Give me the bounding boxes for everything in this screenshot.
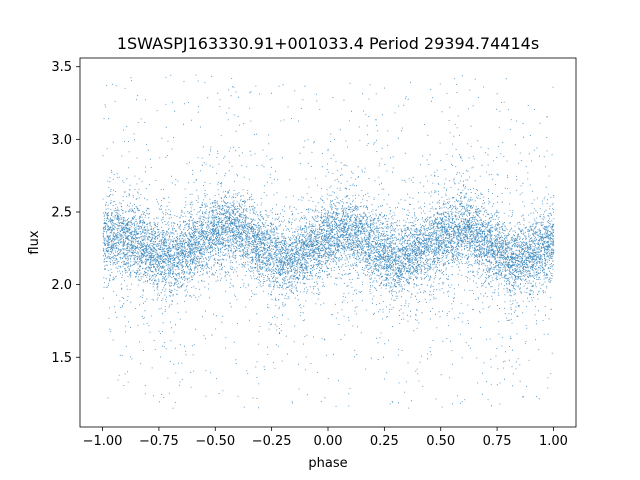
x-tick-label: 0.50 bbox=[426, 434, 455, 449]
y-tick-label: 1.5 bbox=[51, 351, 72, 366]
y-tick-label: 3.0 bbox=[51, 133, 72, 148]
y-axis-ticks: 1.5 2.0 2.5 3.0 3.5 bbox=[51, 60, 80, 366]
x-tick-label: −1.00 bbox=[83, 434, 123, 449]
y-tick-label: 3.5 bbox=[51, 60, 72, 75]
chart-title: 1SWASPJ163330.91+001033.4 Period 29394.7… bbox=[117, 34, 539, 53]
y-tick-label: 2.0 bbox=[51, 278, 72, 293]
x-axis-label: phase bbox=[308, 456, 347, 471]
x-tick-label: 1.00 bbox=[539, 434, 568, 449]
x-axis-ticks: −1.00 −0.75 −0.50 −0.25 0.00 0.25 0.50 0.75 1.00 bbox=[83, 427, 568, 449]
x-tick-label: −0.50 bbox=[195, 434, 235, 449]
x-tick-label: 0.00 bbox=[314, 434, 343, 449]
x-tick-label: −0.75 bbox=[139, 434, 179, 449]
y-tick-label: 2.5 bbox=[51, 205, 72, 220]
y-axis-label: flux bbox=[27, 230, 42, 254]
x-tick-label: 0.75 bbox=[483, 434, 512, 449]
x-tick-label: −0.25 bbox=[252, 434, 292, 449]
x-tick-label: 0.25 bbox=[370, 434, 399, 449]
